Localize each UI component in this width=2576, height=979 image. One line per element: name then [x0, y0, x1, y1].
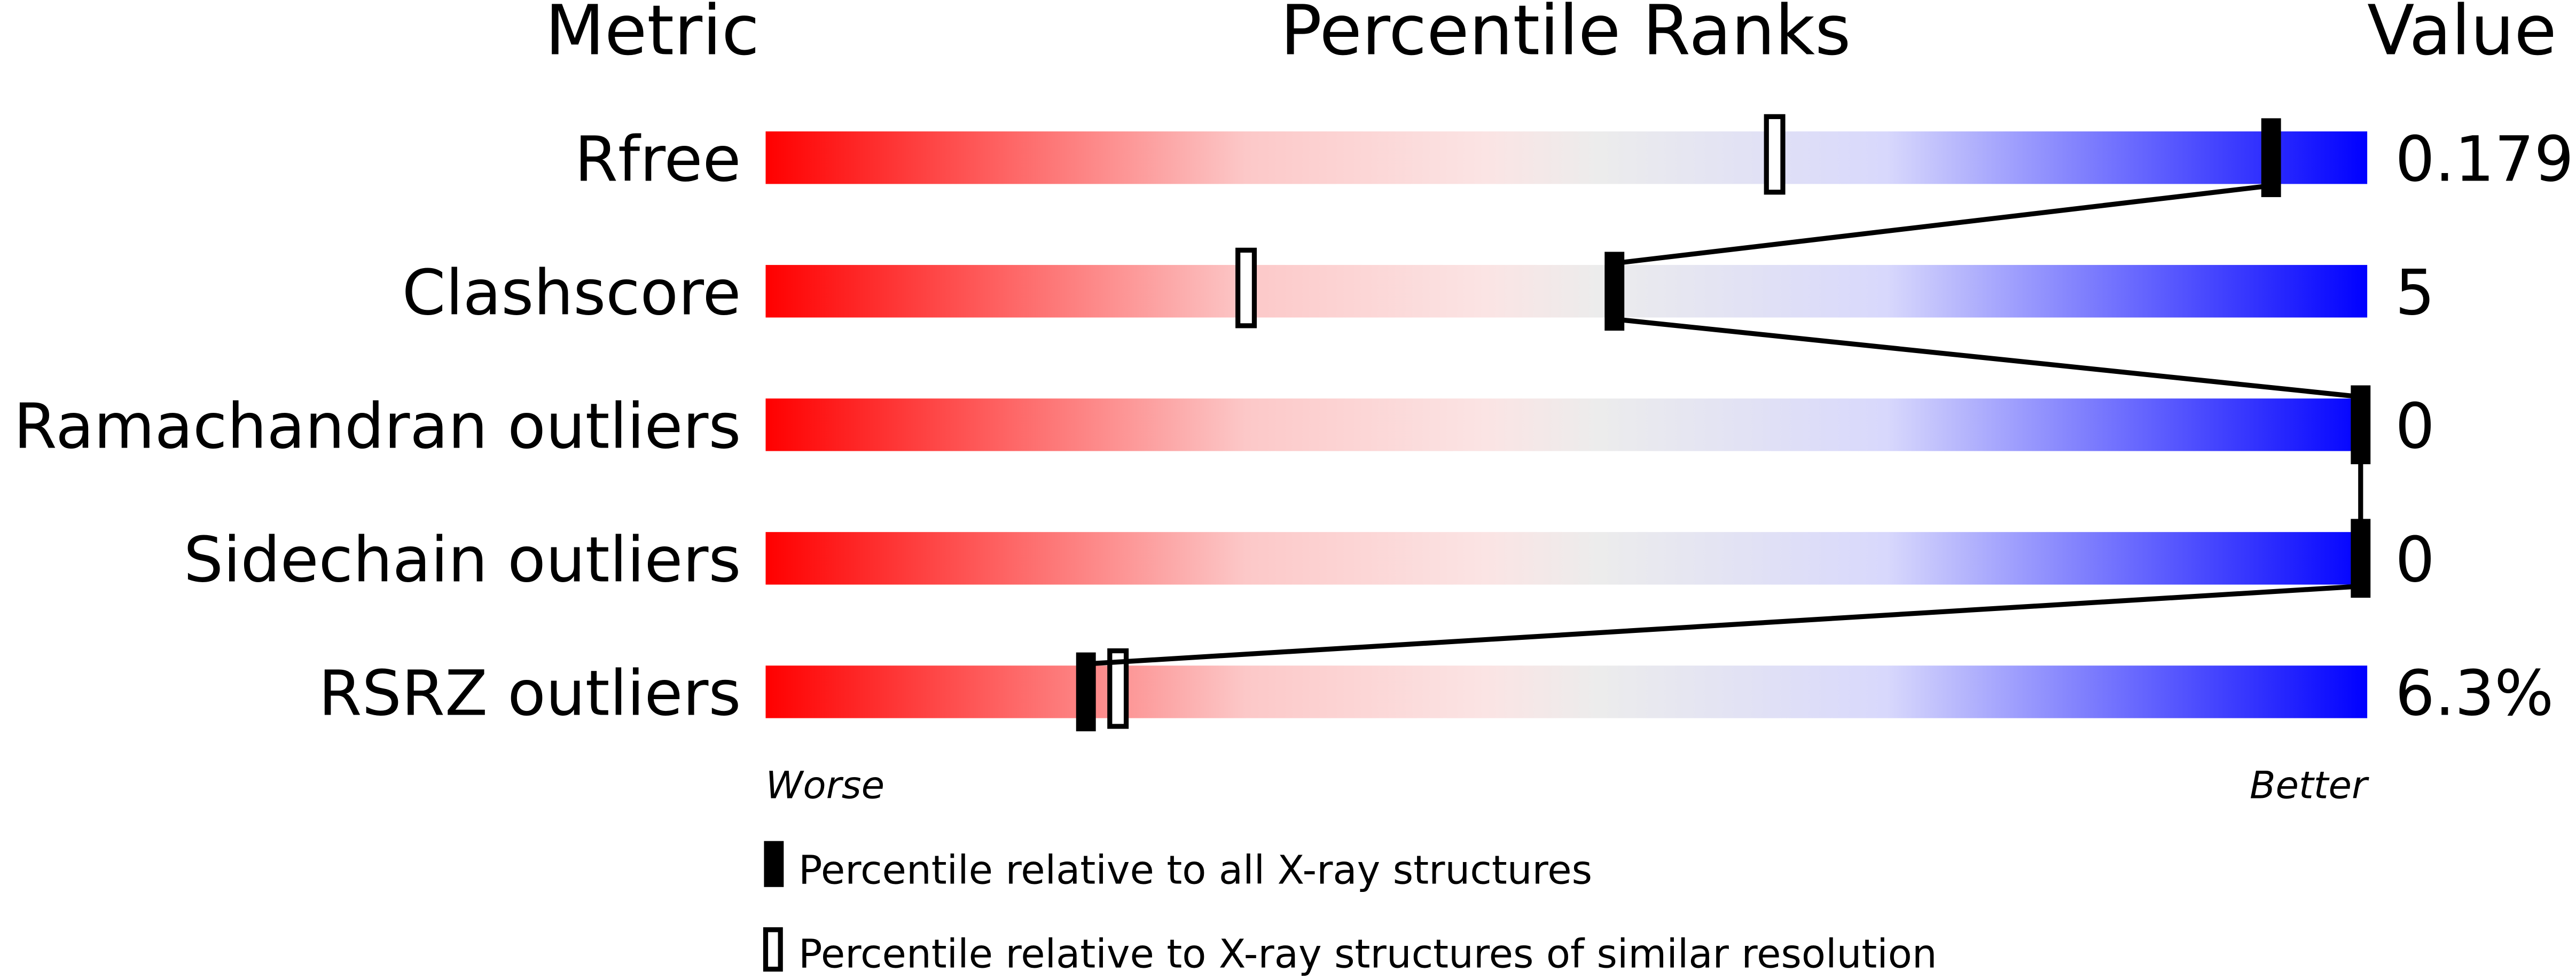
- metric-value: 5: [2395, 256, 2434, 329]
- percentile-bar: [765, 665, 2368, 718]
- metric-value: 0.179: [2395, 123, 2574, 195]
- marker-similar-resolution: [1764, 114, 1786, 195]
- marker-connector-line: [1614, 316, 2361, 400]
- metric-value: 0: [2395, 523, 2434, 596]
- header-value: Value: [2367, 0, 2557, 71]
- worse-label: Worse: [765, 763, 884, 808]
- metric-label: RSRZ outliers: [318, 657, 741, 730]
- header-percentile-ranks: Percentile Ranks: [1280, 0, 1851, 71]
- marker-connector-line: [1085, 584, 2361, 667]
- better-label: Better: [2250, 763, 2369, 808]
- percentile-bar: [765, 398, 2368, 451]
- metric-label: Clashscore: [402, 256, 741, 329]
- legend-all-label: Percentile relative to all X-ray structu…: [798, 848, 1592, 894]
- metric-label: Rfree: [575, 123, 741, 195]
- marker-connector-line: [1614, 183, 2272, 266]
- metric-label: Ramachandran outliers: [13, 390, 741, 463]
- percentile-bar: [765, 265, 2368, 318]
- metric-label: Sidechain outliers: [184, 523, 741, 596]
- legend-filled-marker-icon: [764, 841, 784, 887]
- metric-value: 0: [2395, 390, 2434, 463]
- marker-similar-resolution: [1235, 247, 1257, 328]
- metric-value: 6.3%: [2395, 657, 2554, 730]
- header-metric: Metric: [545, 0, 760, 71]
- legend-similar-label: Percentile relative to X-ray structures …: [798, 931, 1937, 977]
- percentile-bar: [765, 532, 2368, 585]
- percentile-bar: [765, 131, 2368, 184]
- legend-open-marker-icon: [763, 927, 783, 972]
